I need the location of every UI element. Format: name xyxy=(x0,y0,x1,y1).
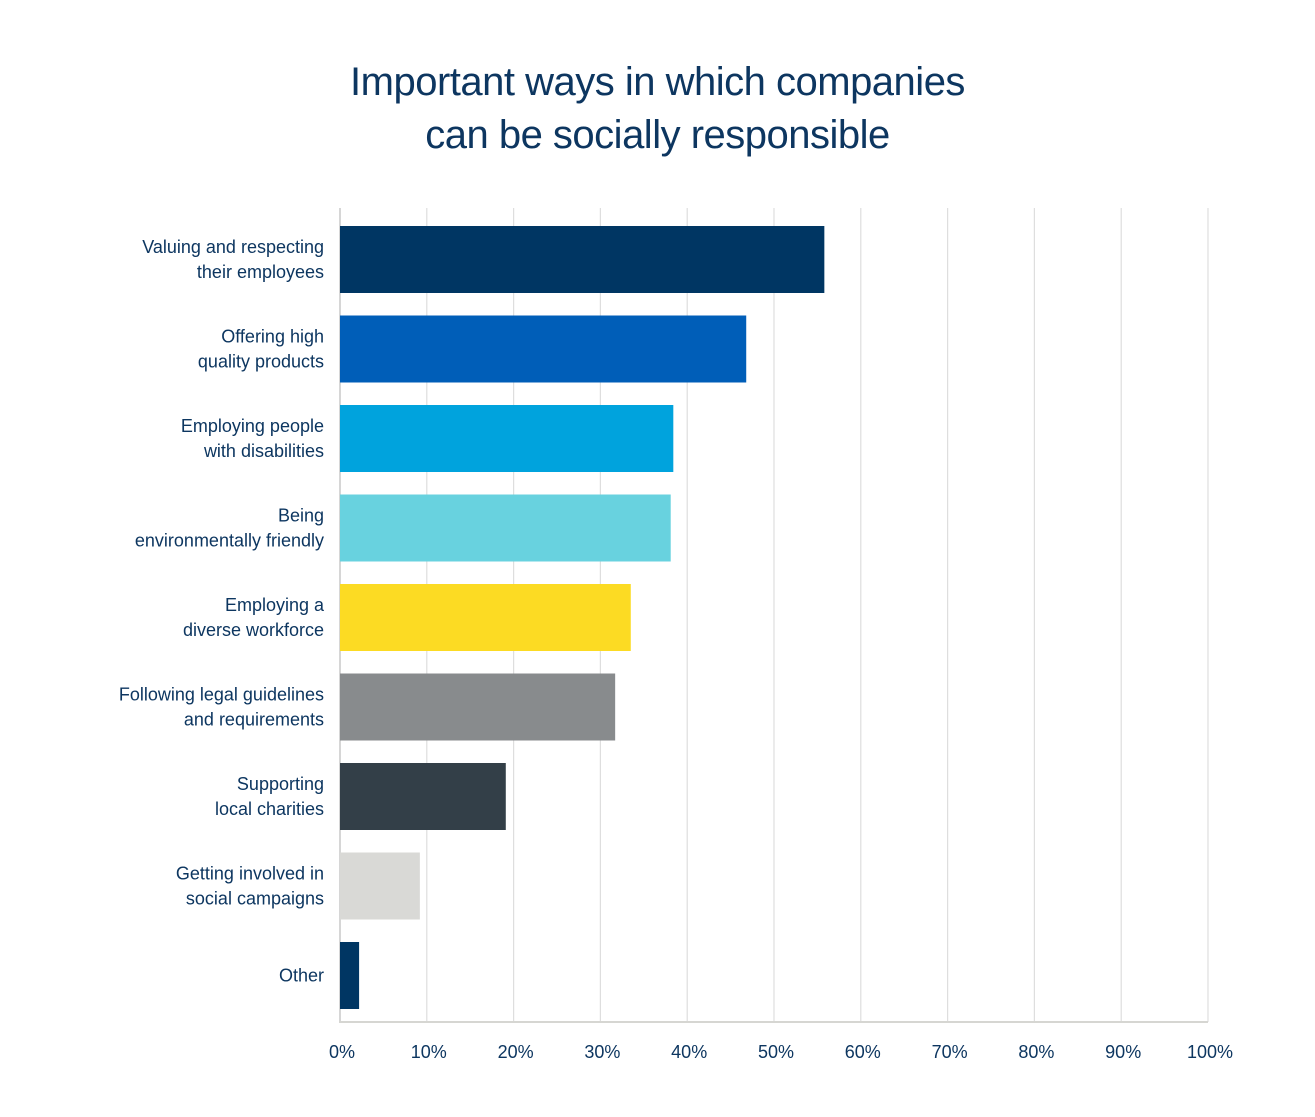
x-tick-label: 100% xyxy=(1187,1042,1233,1062)
category-label: Getting involved in social campaigns xyxy=(176,864,324,909)
category-label: Employing a diverse workforce xyxy=(183,595,325,640)
bar xyxy=(340,852,420,920)
bar xyxy=(340,763,506,830)
bar xyxy=(340,584,631,651)
category-label-line: diverse workforce xyxy=(183,620,324,640)
x-tick-label: 40% xyxy=(671,1042,707,1062)
category-label-line: Being xyxy=(278,506,324,526)
category-label-line: environmentally friendly xyxy=(135,531,324,551)
category-label-line: Other xyxy=(279,966,324,986)
bars xyxy=(340,226,825,1009)
x-tick-label: 20% xyxy=(498,1042,534,1062)
chart-title-line-2: can be socially responsible xyxy=(425,113,890,157)
category-label-line: Valuing and respecting xyxy=(142,237,324,257)
category-labels: Valuing and respecting their employees Off… xyxy=(119,237,325,986)
bar xyxy=(340,405,674,472)
bar xyxy=(340,494,671,562)
bar xyxy=(340,315,747,383)
x-tick-label: 50% xyxy=(758,1042,794,1062)
category-label-line: with disabilities xyxy=(203,441,324,461)
x-tick-label: 60% xyxy=(845,1042,881,1062)
category-label: Following legal guidelines and requiremen… xyxy=(119,685,324,730)
chart-title-line-1: Important ways in which companies xyxy=(350,60,965,104)
x-tick-label: 30% xyxy=(584,1042,620,1062)
chart-title: Important ways in which companies can be… xyxy=(0,56,1315,162)
category-label-line: their employees xyxy=(197,262,324,282)
x-tick-labels: 0% 10% 20% 30% 40% 50% 60% 70% 80% 90% 100% xyxy=(329,1042,1233,1062)
category-label-line: Employing a xyxy=(225,595,325,615)
category-label: Employing people with disabilities xyxy=(181,416,324,461)
category-label: Being environmentally friendly xyxy=(135,506,324,551)
x-tick-label: 80% xyxy=(1018,1042,1054,1062)
category-label-line: quality products xyxy=(198,352,324,372)
category-label: Other xyxy=(279,966,324,986)
category-label-line: local charities xyxy=(215,799,324,819)
category-label-line: Getting involved in xyxy=(176,864,324,884)
category-label-line: Employing people xyxy=(181,416,324,436)
bar xyxy=(340,673,616,741)
category-label-line: and requirements xyxy=(184,710,324,730)
category-label-line: Following legal guidelines xyxy=(119,685,324,705)
bar xyxy=(340,942,360,1009)
x-tick-label: 10% xyxy=(411,1042,447,1062)
x-tick-label: 0% xyxy=(329,1042,355,1062)
category-label: Valuing and respecting their employees xyxy=(142,237,324,282)
category-label-line: Offering high xyxy=(221,327,324,347)
category-label: Offering high quality products xyxy=(198,327,324,372)
category-label-line: Supporting xyxy=(237,774,324,794)
x-tick-label: 70% xyxy=(932,1042,968,1062)
category-label-line: social campaigns xyxy=(186,889,324,909)
x-tick-label: 90% xyxy=(1105,1042,1141,1062)
bar xyxy=(340,226,825,293)
category-label: Supporting local charities xyxy=(215,774,324,819)
